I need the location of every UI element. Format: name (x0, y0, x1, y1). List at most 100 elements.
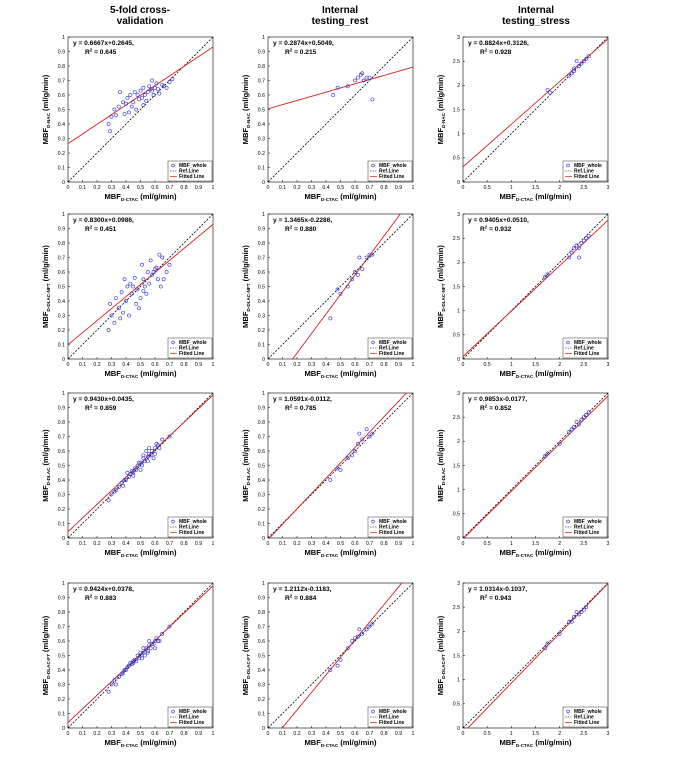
r-squared: R2 = 0.883 (85, 594, 117, 603)
data-point (577, 255, 581, 260)
data-point (150, 449, 155, 453)
x-tick-label: 0.3 (308, 541, 315, 547)
y-tick-label: 0.6 (258, 270, 265, 276)
data-point (360, 71, 365, 76)
x-tick-label: 1 (212, 731, 215, 737)
legend-label: Fitted Line (179, 351, 204, 357)
data-point (129, 469, 134, 474)
data-point (584, 605, 589, 610)
y-axis-label: MBFD-DLAC (ml/g/min) (241, 429, 251, 502)
y-tick-label: 0.6 (58, 270, 65, 276)
r-squared: R2 = 0.451 (85, 225, 117, 234)
y-tick-label: 0.5 (258, 107, 265, 113)
y-tick-label: 1 (62, 391, 65, 397)
data-point (367, 434, 372, 439)
y-tick-label: 0.6 (58, 449, 65, 455)
scatter-panel: 0 0.1 0.2 0.3 0.4 0.5 0.6 0.7 0.8 0.9 1 0 0.1 0.2 0.3 0… (41, 391, 215, 558)
data-point (124, 668, 128, 672)
x-tick-label: 0.9 (395, 731, 402, 737)
data-point (167, 80, 172, 84)
data-point (145, 459, 150, 464)
y-axis-label: MBFD-DLAC-FT (ml/g/min) (41, 615, 51, 695)
y-axis-label: MBFD-DLAC (ml/g/min) (436, 429, 446, 502)
data-point (131, 660, 136, 665)
x-tick-label: 0.5 (484, 362, 491, 368)
x-tick-label: 1.5 (532, 185, 539, 191)
data-point (153, 446, 157, 451)
x-tick-label: 1 (510, 731, 513, 737)
y-tick-label: 0.9 (258, 226, 265, 232)
x-tick-label: 0.2 (293, 362, 300, 368)
y-tick-label: 0.1 (258, 342, 265, 348)
data-point (364, 255, 369, 260)
legend-label: Ref.Line (379, 525, 399, 531)
data-point (140, 463, 144, 468)
x-tick-label: 0.9 (195, 362, 202, 368)
y-tick-label: 0 (457, 357, 460, 363)
y-tick-label: 0.9 (58, 226, 65, 232)
y-tick-label: 1 (457, 487, 460, 493)
x-tick-label: 2 (558, 362, 561, 368)
data-point (155, 639, 160, 643)
data-point (543, 453, 548, 458)
data-point (355, 634, 360, 639)
fit-equation: y = 0.9424x+0.0378, (73, 586, 134, 593)
data-point (160, 631, 165, 636)
data-point (577, 64, 581, 68)
legend-point-marker (566, 340, 570, 345)
data-point (350, 639, 355, 643)
y-tick-label: 2 (457, 83, 460, 89)
data-point (158, 284, 163, 289)
reference-line (68, 583, 213, 728)
y-tick-label: 0.7 (258, 434, 265, 440)
data-point (355, 441, 360, 446)
legend-label: MBF_whole (379, 709, 407, 715)
data-point (122, 668, 127, 672)
data-point (367, 252, 372, 257)
fit-equation: y = 0.9405x+0.0510, (468, 217, 529, 224)
y-tick-label: 1 (457, 677, 460, 683)
scatter-panel: 0 0.1 0.2 0.3 0.4 0.5 0.6 0.7 0.8 0.9 1 0 0.1 0.2 0.3 0… (41, 35, 215, 202)
y-tick-label: 0.8 (258, 420, 265, 426)
data-point (586, 410, 591, 415)
y-tick-label: 0.4 (258, 299, 265, 305)
y-tick-label: 0.1 (258, 165, 265, 171)
data-point (574, 610, 579, 614)
x-tick-label: 0.5 (484, 731, 491, 737)
y-tick-label: 0.2 (58, 507, 65, 513)
y-tick-label: 0.8 (58, 610, 65, 616)
x-tick-label: 0.2 (293, 185, 300, 191)
y-tick-label: 1.5 (453, 284, 460, 290)
legend-point-marker (171, 709, 175, 714)
y-tick-label: 0 (457, 180, 460, 186)
x-tick-label: 0.4 (122, 362, 129, 368)
data-point (345, 456, 350, 461)
x-tick-label: 0.9 (395, 362, 402, 368)
data-point (131, 473, 136, 478)
x-tick-label: 0.8 (380, 185, 387, 191)
y-tick-label: 0.4 (58, 668, 65, 674)
y-tick-label: 0.8 (258, 64, 265, 70)
y-tick-label: 0.2 (258, 328, 265, 334)
y-axis-label: MBFD-DLAC-NFT (ml/g/min) (436, 245, 446, 328)
y-tick-label: 0.9 (58, 405, 65, 411)
data-point (128, 93, 133, 97)
x-tick-label: 0.5 (337, 362, 344, 368)
data-point (141, 288, 146, 293)
y-tick-label: 0.7 (258, 624, 265, 630)
data-point (118, 90, 123, 95)
fitted-line (463, 395, 608, 538)
y-tick-label: 1 (62, 581, 65, 587)
data-point (151, 456, 156, 461)
data-point (335, 85, 340, 90)
legend-label: MBF_whole (179, 340, 207, 346)
legend-point-marker (171, 340, 175, 345)
x-tick-label: 1 (212, 541, 215, 547)
data-point (151, 642, 156, 646)
y-tick-label: 1 (262, 212, 265, 218)
data-point (370, 621, 375, 626)
x-tick-label: 0.7 (366, 362, 373, 368)
y-tick-label: 0.4 (258, 122, 265, 128)
